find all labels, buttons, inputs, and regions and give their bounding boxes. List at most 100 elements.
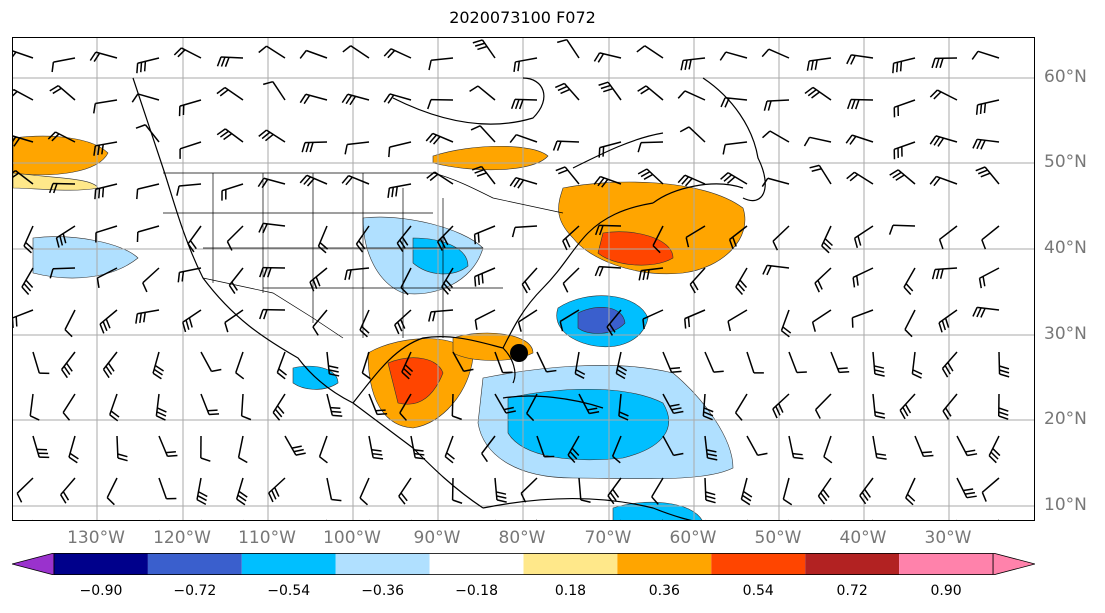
wind-barb [803,136,832,147]
wind-barb [196,477,208,506]
wind-barb [116,435,128,462]
wind-barb [94,183,118,200]
wind-barb [938,309,958,333]
wind-barb [931,57,958,69]
wind-barb [473,267,496,287]
wind-barb [997,519,999,520]
wind-barb [92,99,118,114]
colorbar-tick-label: 0.36 [648,583,680,599]
wind-barb [474,309,496,330]
wind-barb [32,351,50,375]
wind-barb [821,225,833,254]
wind-barb [804,86,832,101]
longitude-label: 120°W [153,528,211,548]
wind-barb [662,351,682,374]
wind-barb [268,477,286,503]
wind-barb [702,393,714,421]
wind-barb [562,267,580,293]
wind-barb [216,56,244,67]
wind-barb [831,519,832,520]
longitude-label: 90°W [413,528,461,548]
wind-barb [872,435,887,460]
wind-barb [689,267,706,294]
wind-barb [299,93,328,105]
wind-barb [846,171,874,185]
wind-barb [806,57,832,71]
wind-barb [853,225,874,248]
wind-barb [942,393,958,420]
wind-barb [636,45,664,59]
coastline-greenland [702,77,766,202]
wind-barb [495,519,496,520]
wind-barb [637,85,664,101]
longitude-label: 60°W [669,528,717,548]
wind-barb [51,57,76,73]
wind-barb [763,99,790,111]
colorbar-tick-label: 0.72 [836,583,868,599]
wind-barb [159,519,160,520]
wind-barb [99,309,118,334]
wind-barb [326,519,327,520]
latitude-label: 30°N [1044,324,1087,344]
wind-barb [931,267,958,280]
wind-barb [411,519,412,520]
border-us-mexico [202,277,344,339]
wind-barb [903,267,916,295]
wind-barb [361,351,371,380]
wind-barb [521,267,538,294]
wind-barb [735,267,748,295]
wind-barb [562,225,580,251]
wind-barb [637,141,664,153]
wind-barb [981,225,1000,250]
wind-barb [929,89,958,101]
anomaly-fills [13,135,746,520]
wind-barb [905,477,916,506]
latitude-label: 60°N [1044,67,1087,87]
anomaly-area-canada [432,145,549,171]
wind-barb [74,519,75,520]
wind-barb [117,519,118,520]
wind-barb [727,309,748,332]
wind-barb [368,393,388,416]
wind-barb [131,93,160,103]
wind-barb [469,85,496,101]
colorbar [12,553,1035,575]
wind-barb [494,477,507,503]
wind-barb [106,477,118,506]
wind-barb [567,435,580,464]
wind-barb [102,351,118,379]
wind-barb [780,309,792,338]
wind-barb [342,45,370,59]
wind-barb [426,171,454,185]
wind-barb [49,85,76,101]
wind-barb [262,80,286,101]
wind-barb [326,351,340,377]
wind-barb [938,225,958,250]
wind-barb [216,128,244,143]
wind-barb [32,519,33,520]
wind-barb [13,88,34,101]
wind-barb [956,477,977,499]
wind-barb [555,166,580,185]
wind-barb [956,519,957,520]
wind-barb [228,267,244,294]
wind-barb [517,309,538,332]
wind-barb [200,351,222,373]
wind-barb [859,477,874,505]
wind-barb [788,351,807,374]
wind-barb [705,519,706,520]
wind-barb [941,351,958,378]
wind-barb [904,309,916,338]
wind-barb [359,477,370,506]
wind-barb [470,125,496,143]
wind-barb [47,131,76,143]
border-us-canada [163,172,564,214]
wind-barb [317,225,329,254]
wind-barb [679,126,706,143]
wind-barb [620,519,621,520]
wind-barb [152,351,164,380]
wind-barb [341,174,370,186]
wind-barb [872,351,885,377]
latitude-label: 10°N [1044,495,1087,515]
wind-barb [685,225,706,248]
